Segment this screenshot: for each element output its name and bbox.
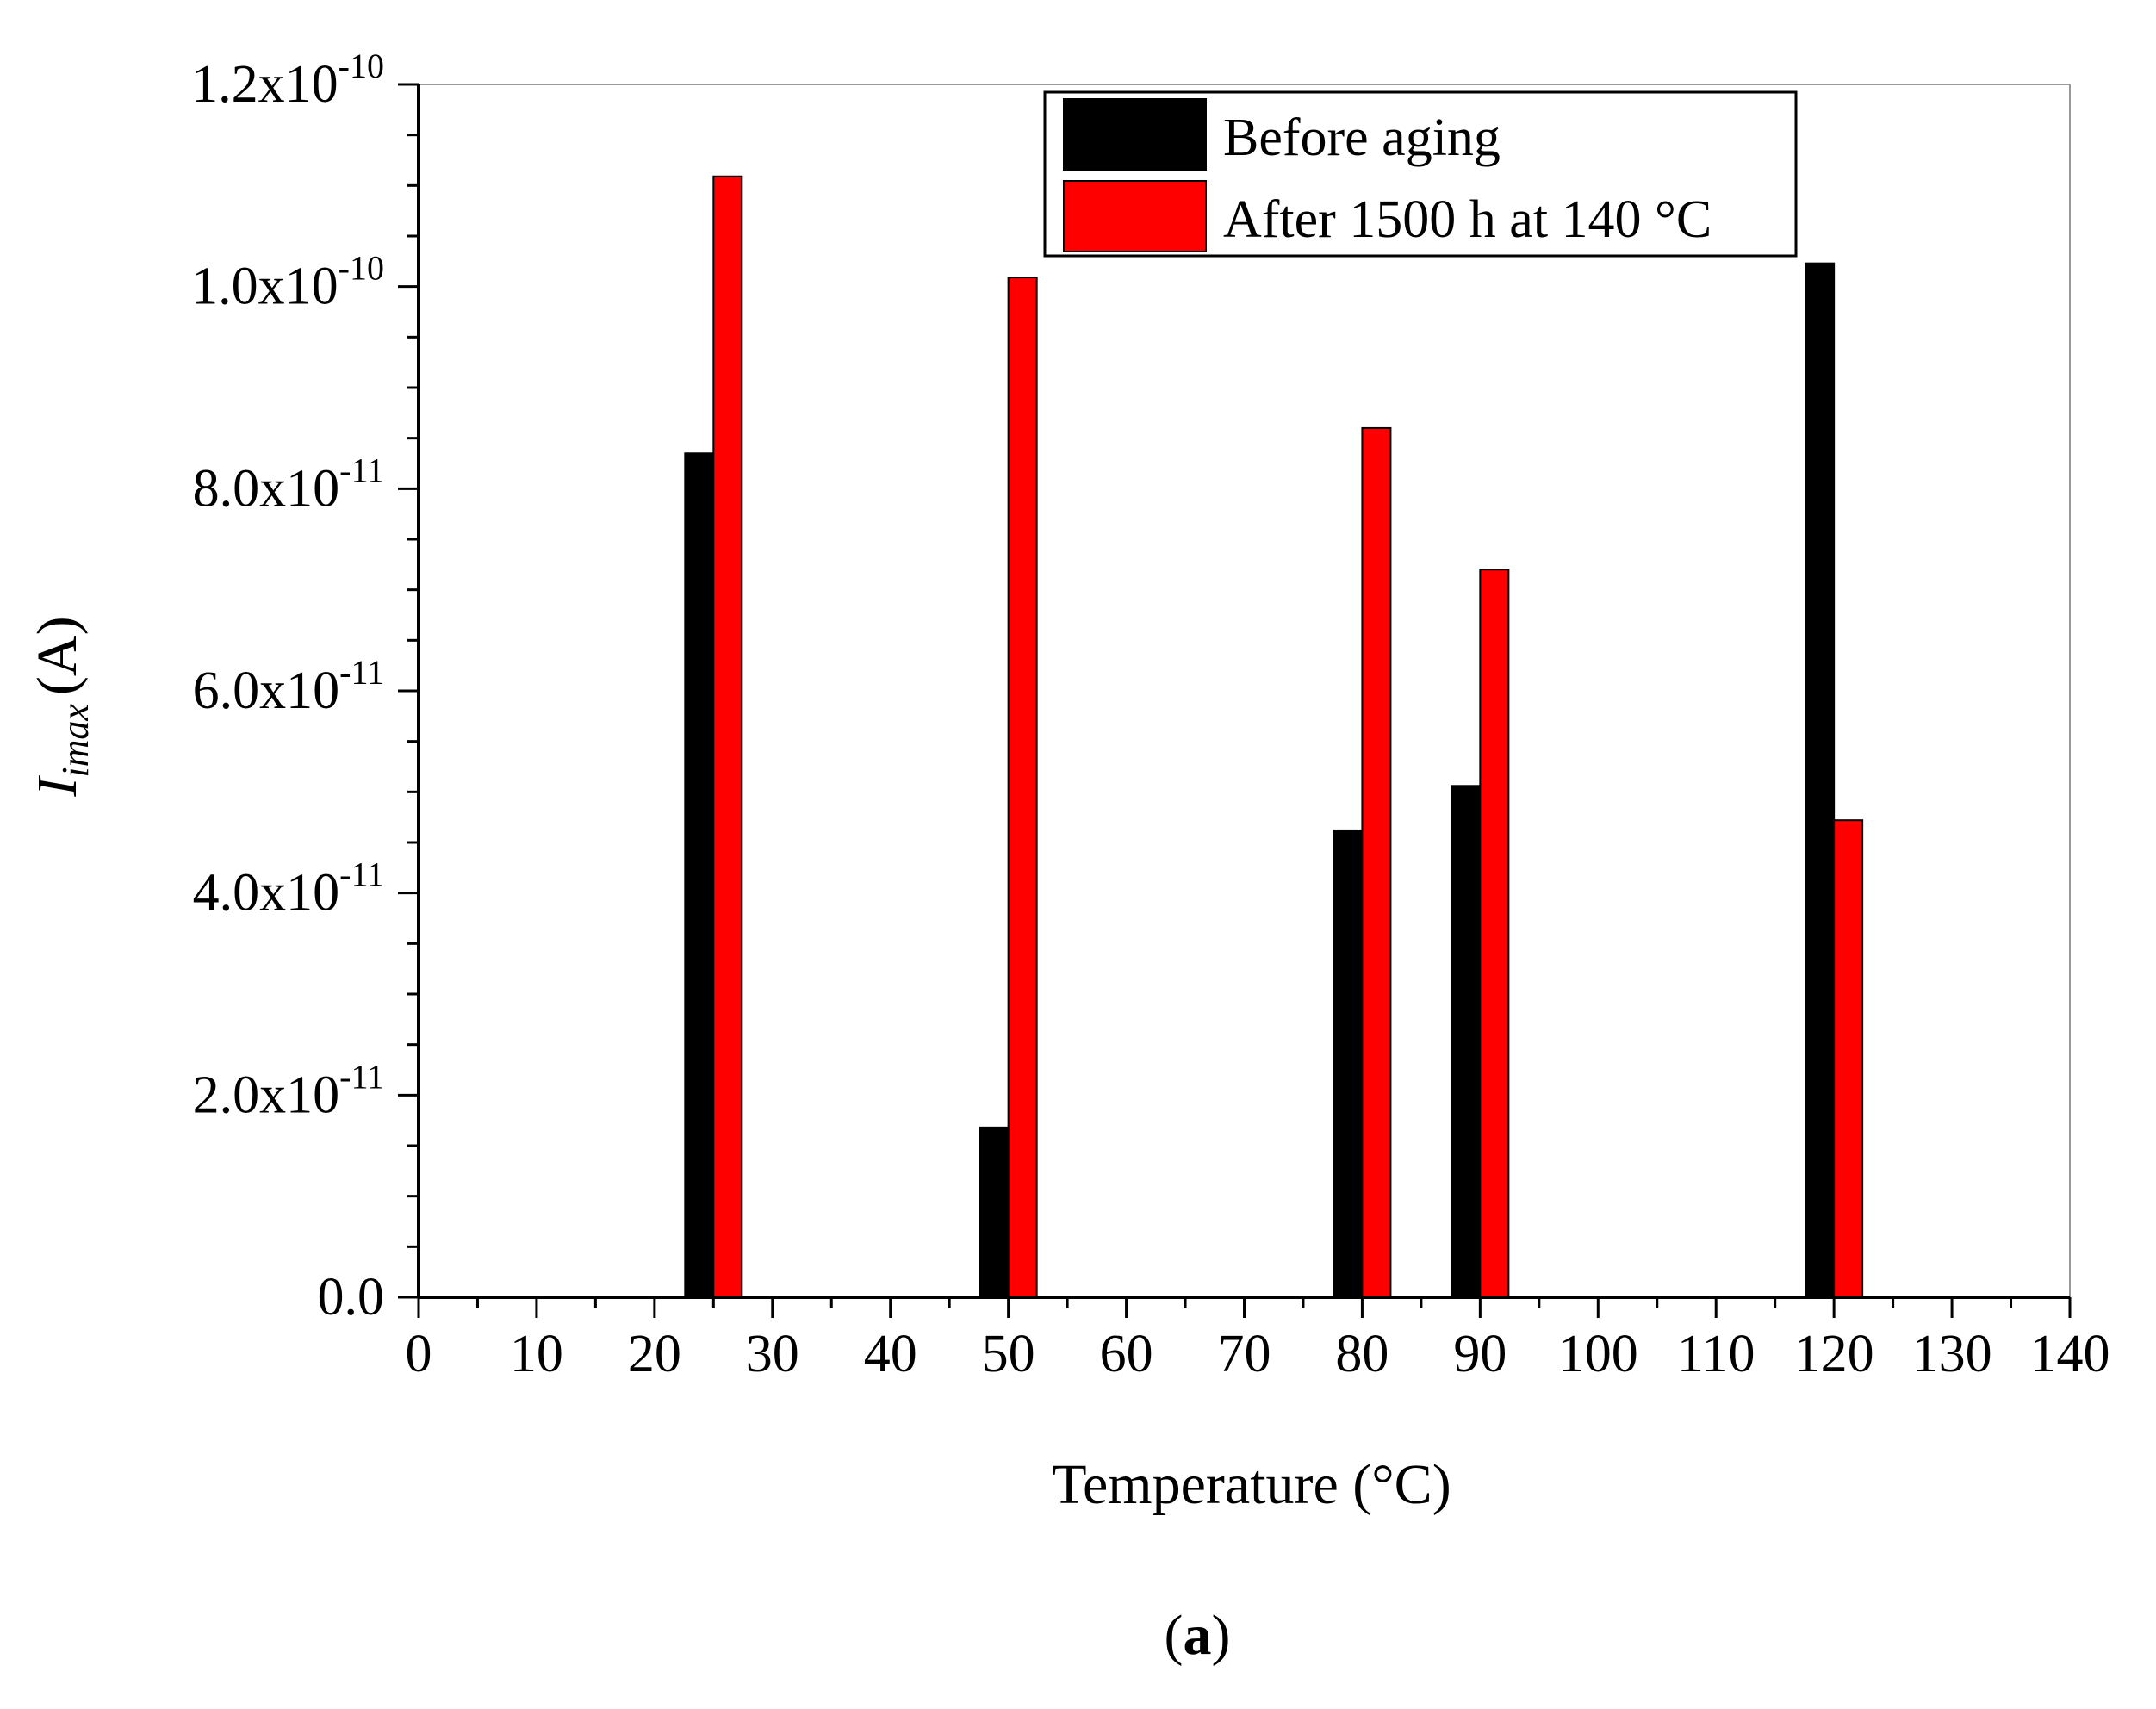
- bar-before-90: [1451, 785, 1482, 1298]
- y-tick-label-5: 1.0x10-10: [191, 249, 384, 316]
- y-tick-label-6: 1.2x10-10: [191, 47, 384, 114]
- bar-before-120: [1805, 262, 1836, 1298]
- legend-swatch-after: [1063, 180, 1207, 252]
- x-tick-label-110: 110: [1677, 1325, 1755, 1383]
- y-axis-title-subscript: imax: [54, 704, 96, 778]
- bar-after-50: [1007, 277, 1038, 1298]
- x-tick-label-40: 40: [864, 1325, 917, 1383]
- y-axis-title-main: I: [26, 775, 89, 798]
- x-tick-label-120: 120: [1794, 1325, 1874, 1383]
- x-tick-label-130: 130: [1912, 1325, 1992, 1383]
- x-tick-label-100: 100: [1558, 1325, 1638, 1383]
- bar-after-90: [1479, 569, 1510, 1298]
- x-tick-label-30: 30: [746, 1325, 799, 1383]
- ticks-layer: 0 10 20 30 40 50 60 70 80 90 100 110 120 130 140 0.0 2.0…: [191, 47, 2109, 1383]
- y-axis-title: Iimax (A): [26, 616, 96, 797]
- x-tick-label-140: 140: [2030, 1325, 2110, 1383]
- x-tick-label-10: 10: [510, 1325, 563, 1383]
- figure-caption: (a): [1165, 1604, 1231, 1667]
- x-tick-label-50: 50: [982, 1325, 1035, 1383]
- caption-close: ): [1212, 1604, 1231, 1667]
- y-tick-label-3: 6.0x10-11: [193, 653, 384, 720]
- legend-swatch-before: [1063, 98, 1207, 171]
- y-tick-label-1: 2.0x10-11: [193, 1057, 384, 1124]
- x-tick-label-70: 70: [1218, 1325, 1271, 1383]
- bar-after-25: [712, 175, 743, 1299]
- y-tick-label-0: 0.0: [318, 1268, 385, 1327]
- legend-label-after: After 1500 h at 140 °C: [1223, 190, 1712, 249]
- svg-text:Iimax(A): Iimax (A): [26, 616, 96, 797]
- x-tick-label-90: 90: [1453, 1325, 1507, 1383]
- x-tick-label-0: 0: [406, 1325, 432, 1383]
- caption-open: (: [1165, 1604, 1184, 1667]
- x-tick-label-20: 20: [628, 1325, 681, 1383]
- y-axis-title-unit: (A): [26, 616, 89, 695]
- x-axis-title: Temperature (°C): [1052, 1453, 1451, 1516]
- bar-before-50: [979, 1126, 1010, 1298]
- legend: Before aging After 1500 h at 140 °C: [1043, 90, 1798, 258]
- x-tick-label-60: 60: [1100, 1325, 1153, 1383]
- bars-layer: [684, 175, 1864, 1299]
- bar-before-25: [684, 452, 715, 1298]
- legend-label-before: Before aging: [1223, 109, 1501, 167]
- y-tick-label-2: 4.0x10-11: [193, 855, 384, 923]
- y-tick-label-4: 8.0x10-11: [193, 451, 384, 518]
- bar-after-120: [1833, 819, 1864, 1298]
- bar-after-80: [1361, 426, 1392, 1298]
- caption-letter: a: [1184, 1604, 1212, 1667]
- x-tick-label-80: 80: [1335, 1325, 1389, 1383]
- bar-before-80: [1333, 829, 1364, 1298]
